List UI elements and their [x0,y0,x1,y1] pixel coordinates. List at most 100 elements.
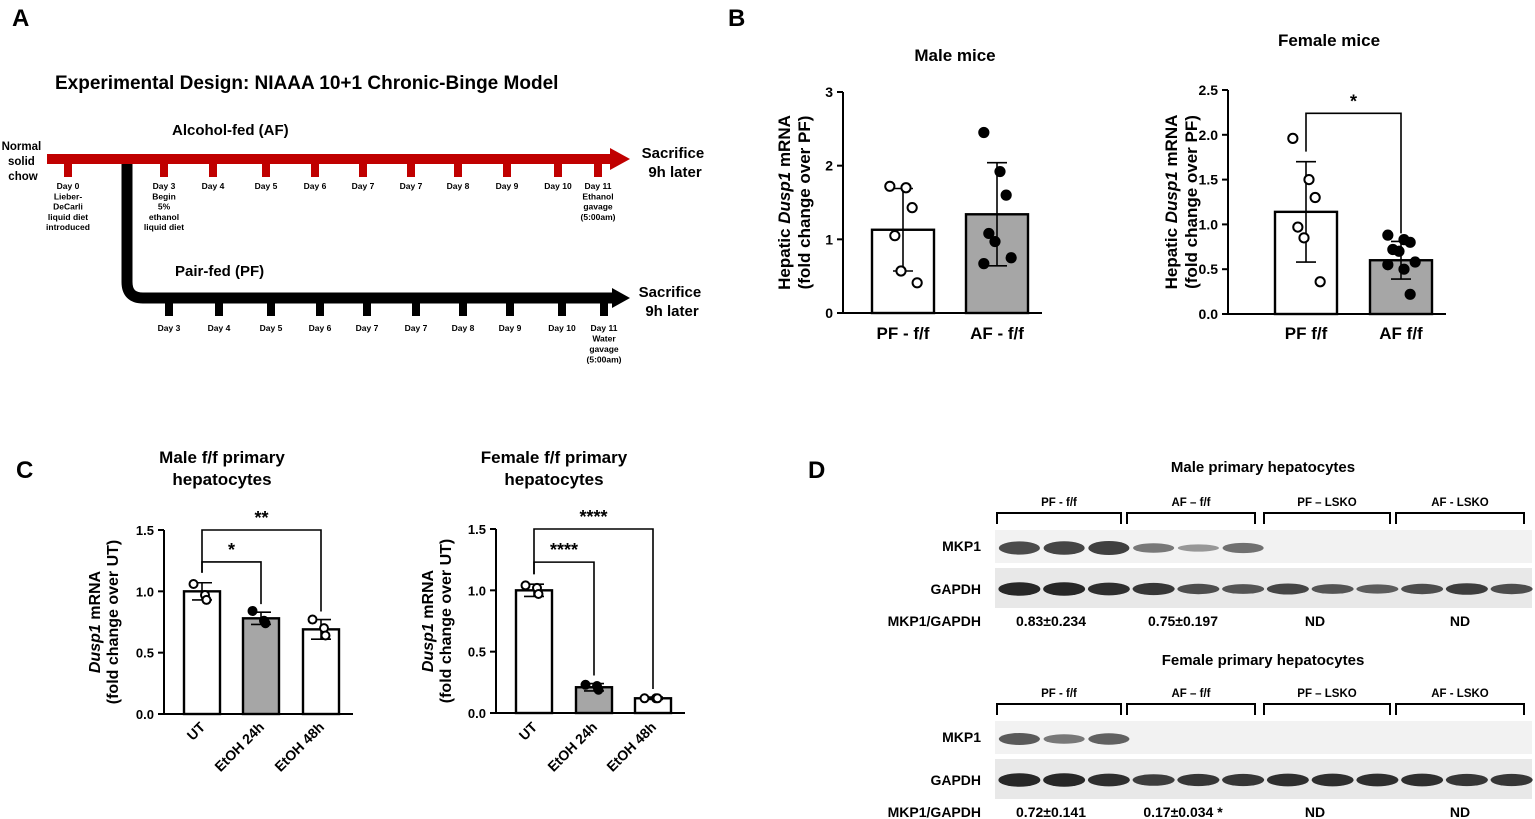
chart-title-line: Female f/f primary [481,448,628,467]
mkp1-band [998,541,1040,555]
x-tick-label: AF - f/f [970,324,1024,343]
af-ticks: Day 0 Lieber-DeCarli liquid diet introduced… [46,164,616,232]
data-point [978,126,990,139]
y-axis-label-part: mRNA [775,115,794,172]
blot-group-bracket [1395,512,1525,524]
data-point [1292,221,1304,233]
chart-title-line: hepatocytes [504,470,603,489]
blot-row-label: MKP1 [942,729,981,745]
y-axis-label-part: Dusp1 [420,623,437,672]
y-axis-label-part: Hepatic [775,224,794,290]
pf-tick-label-line: Day 6 [309,323,332,333]
y-axis-label-part: mRNA [420,569,437,623]
gapdh-band [1445,583,1488,595]
female-blot: PF - f/f AF – f/f PF – LSKO AF - LSKO MKP1 GA… [888,688,1533,819]
gapdh-band [1087,773,1130,787]
x-tick-label: UT [184,718,209,743]
blot-group-label: PF – LSKO [1297,497,1356,509]
blot-group-label: AF - LSKO [1431,688,1489,700]
pf-tick-mark [506,303,514,316]
pf-ticks: Day 3 Day 4 Day 5 Day 6 Day 7 Day 7 Day 8 Day 9… [158,303,622,365]
data-point [1298,232,1310,244]
af-tick-label-line: Day 11 [585,181,612,191]
ratio-row-label: MKP1/GAPDH [888,804,981,819]
pf-tick-mark [459,303,467,316]
data-point [983,227,995,240]
blot-group-bracket [1395,703,1525,715]
y-axis-label-line2: (fold change over PF) [795,116,814,290]
af-tick-label-line: (5:00am) [581,212,616,222]
af-tick-label: Day 0 Lieber-DeCarli liquid diet introduced [46,181,90,232]
data-point [889,230,901,242]
blot-group-label: PF – LSKO [1297,688,1356,700]
blot-group-bracket [1263,512,1391,524]
data-point [307,614,318,625]
data-point [320,630,331,641]
pf-tick-label-line: Day 5 [260,323,283,333]
data-point [895,265,907,277]
data-point [652,693,663,704]
mkp1-band [1043,734,1085,744]
pf-tick-label-line: Water [592,334,616,344]
pf-tick-label-line: Day 7 [405,323,428,333]
x-tick-label: EtOH 24h [544,719,600,775]
y-tick-label: 0.0 [136,707,154,722]
gapdh-band [1132,774,1175,786]
chart-male-mice: Male mice Hepatic Dusp1 mRNA (fold change … [775,46,1042,343]
y-tick-label: 0.0 [1199,306,1219,322]
y-axis-label: Dusp1 mRNA [87,570,104,673]
blot-group-bracket [1126,512,1256,524]
chart-title: Female f/f primary hepatocytes [481,448,628,489]
data-point [1005,252,1017,264]
bar [241,617,281,716]
y-axis-label-line2: (fold change over PF) [1182,115,1201,289]
af-sacrifice-label: Sacrifice 9h later [642,145,709,181]
significance-label: ** [254,508,268,528]
pf-tick-mark [412,303,420,316]
female-blot-title: Female primary hepatocytes [1162,652,1365,669]
data-point [1309,191,1321,204]
gapdh-band [1222,773,1265,787]
y-tick-label: 0.5 [1199,261,1219,277]
data-point [1303,174,1315,186]
bar [182,590,222,716]
pf-tick-label-line: Day 3 [158,323,181,333]
significance-label: * [1350,91,1357,111]
pf-arrowhead [612,288,630,308]
af-group-label: Alcohol-fed (AF) [172,122,289,139]
af-tick-label-line: introduced [46,222,90,232]
ratio-value: ND [1450,613,1470,629]
chart-female-mice: Female mice Hepatic Dusp1 mRNA (fold chang… [1162,31,1446,343]
af-tick-mark [262,164,270,177]
ratio-value: 0.83±0.234 [1016,613,1086,629]
af-tick-label-line: Day 8 [447,181,470,191]
y-axis-label-part: Hepatic [1162,223,1181,289]
af-tick-mark [64,164,72,177]
af-tick-label-line: Day 3 [153,181,176,191]
af-tick-label-line: Ethanol [582,191,613,201]
pf-timeline-arrow [121,160,615,304]
y-axis-label-part: Dusp1 [87,624,104,673]
gapdh-band [1132,582,1175,596]
y-axis-label: Hepatic Dusp1 mRNA [1162,115,1181,290]
y-axis-label: Hepatic Dusp1 mRNA [775,115,794,290]
pf-group-label: Pair-fed (PF) [175,263,264,280]
significance-bracket [533,528,654,690]
af-tick-mark [503,164,511,177]
pf-tick-mark [558,303,566,316]
data-point [201,594,212,605]
data-point [1404,236,1416,248]
mkp1-band [1088,733,1130,745]
pf-tick-label-line: Day 11 [591,323,618,333]
significance-label: **** [550,540,578,560]
panel-a-timeline: Experimental Design: NIAAA 10+1 Chronic-… [2,73,709,365]
af-tick-label-line: Day 7 [400,181,423,191]
ratio-value: ND [1305,804,1325,819]
af-tick-label-line: DeCarli [53,202,83,212]
data-point [1404,288,1416,300]
af-tick-label: Day 8 [447,181,470,191]
af-tick-label: Day 6 [304,181,327,191]
gapdh-band [1043,773,1086,787]
gapdh-band [1266,583,1309,595]
